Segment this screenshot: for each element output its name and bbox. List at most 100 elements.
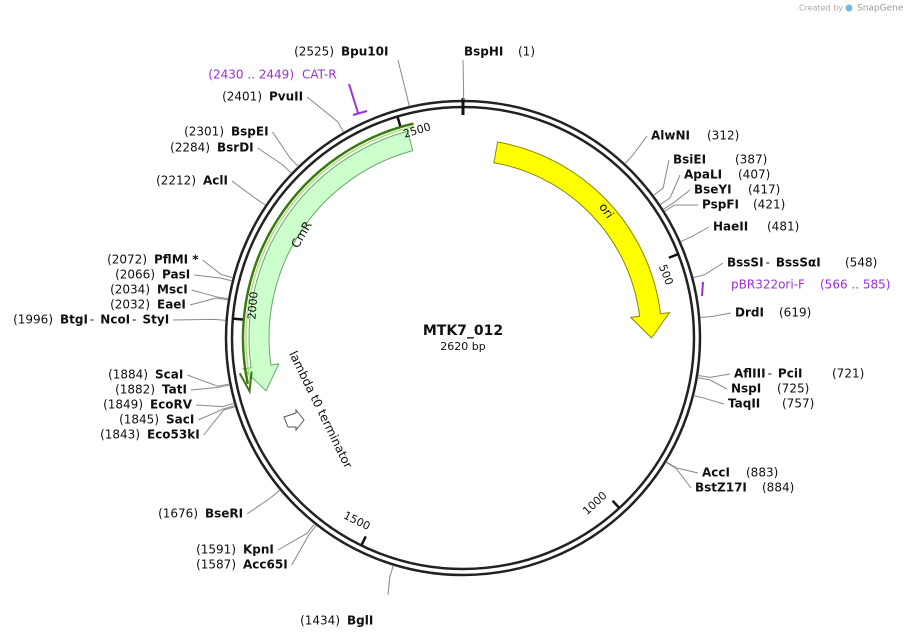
enzyme-position: (1996) [13,313,53,327]
enzyme-name: AlwNI [651,129,690,143]
enzyme-name: PasI [162,268,190,282]
enzyme-name: PvuII [269,90,303,104]
primer-range: (2430 .. 2449) [208,68,294,82]
tick-mark [611,499,621,509]
enzyme-position: (884) [762,481,794,495]
primer-mark [348,83,368,116]
enzyme-name: EcoRV [150,398,193,412]
feature-arrow [493,141,671,339]
enzyme-position: (1) [518,45,535,59]
feature-label: lambda t0 terminator [286,349,355,471]
enzyme-position: (757) [782,397,814,411]
enzyme-position: (417) [748,183,780,197]
enzyme-line [257,147,292,174]
enzyme-position: (2301) [184,125,224,139]
enzyme-position: (2032) [110,298,150,312]
enzyme-position: (548) [845,256,877,270]
enzyme-line [659,174,681,206]
enzyme-name: AflIII [734,367,766,381]
enzyme-name: BssSI [727,256,764,270]
enzyme-position: (883) [746,466,778,480]
tick-mark [668,252,679,259]
enzyme-line [700,312,732,318]
enzyme-line [187,374,230,387]
enzyme-name: Eco53kI [147,428,200,442]
enzyme-line [653,159,670,196]
enzyme-position: (1843) [100,428,140,442]
enzyme-name: Acc65I [243,558,288,572]
tick-mark [360,535,367,546]
plasmid-name: MTK7_012 [423,323,503,339]
enzyme-position: (312) [707,129,739,143]
primer-name: CAT-R [302,68,337,82]
enzyme-line [277,523,315,551]
enzyme-position: (2072) [107,253,147,267]
enzyme-line [202,259,233,279]
enzyme-line [462,59,465,101]
brand: SnapGene [857,4,904,14]
enzyme-name: Bpu10I [341,45,388,59]
enzyme-line [190,384,230,391]
enzyme-name: SacI [166,413,194,427]
enzyme-position: (2284) [170,141,210,155]
enzyme-name: HaeII [713,220,748,234]
enzyme-position: (725) [777,382,809,396]
tick-label: 500 [656,263,676,287]
created-by: Created by [799,4,843,13]
features [238,122,671,395]
enzyme-line [697,377,728,390]
enzyme-name: PciI [778,367,803,381]
enzyme-line [189,297,229,306]
enzyme-position: (2034) [110,283,150,297]
enzyme-position: (1884) [108,368,148,382]
enzyme-position: (481) [767,220,799,234]
enzyme-line [397,59,410,107]
enzyme-name: AclI [203,174,228,188]
enzyme-line [191,289,229,300]
primer-mark [701,281,704,297]
name-separator: - [766,256,770,270]
enzyme-line [196,402,235,408]
enzyme-line [194,274,233,282]
enzyme-name: BspEI [231,125,269,139]
enzyme-name: BsrDI [217,141,254,155]
enzyme-line [231,180,266,206]
enzyme-labels: BspHI (1) AlwNI (312)BsiEI (387) ApaLI (407) Bs… [13,45,877,628]
brand-logo [845,4,853,12]
enzyme-position: (1434) [300,614,340,628]
enzyme-line [664,204,699,212]
enzyme-name: BspHI [464,45,503,59]
tick-mark [396,116,402,127]
enzyme-line [693,262,724,279]
enzyme-line [246,489,281,515]
enzyme-name: BsiEI [673,153,706,167]
primer-range: (566 .. 585) [820,278,890,292]
enzyme-name: ApaLI [684,168,722,182]
name-separator: - [90,313,94,327]
enzyme-name: AccI [702,466,730,480]
tick-mark [232,317,243,321]
enzyme-line [387,565,394,596]
tick-label: 1500 [341,509,372,533]
enzyme-name: ScaI [155,368,183,382]
enzyme-position: (619) [779,306,811,320]
name-separator: - [768,367,772,381]
enzyme-name: BseYI [694,183,732,197]
enzyme-line [291,525,317,566]
tick-label: 2500 [402,120,433,140]
enzyme-name: BseRI [205,507,243,521]
primer-name: pBR322ori-F [731,278,805,292]
enzyme-position: (1591) [196,543,236,557]
enzyme-position: (1849) [103,398,143,412]
enzyme-line [697,373,731,378]
enzyme-position: (2212) [156,174,196,188]
enzyme-name: BssSαI [776,256,821,270]
enzyme-name: BstZ17I [695,481,747,495]
enzyme-position: (2066) [115,268,155,282]
enzyme-name: KpnI [243,543,274,557]
enzyme-line [272,131,299,167]
terminator-arrow [283,408,305,432]
enzyme-position: (1587) [196,558,236,572]
enzyme-name: NspI [731,382,761,396]
